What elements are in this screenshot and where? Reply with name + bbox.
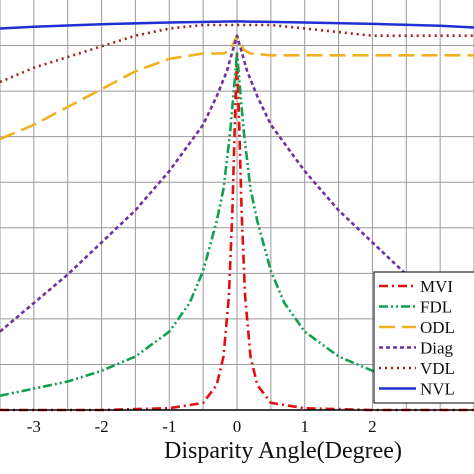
series-line-vdl <box>0 23 474 84</box>
legend-box <box>373 271 474 404</box>
legend-label-vdl: VDL <box>420 359 455 378</box>
legend-label-mvi: MVI <box>420 277 453 296</box>
x-tick-label: -1 <box>162 417 176 436</box>
legend-label-nvl: NVL <box>420 380 455 399</box>
x-tick-labels: -3 -2 -1 0 1 2 <box>27 417 377 436</box>
x-tick-label: 0 <box>233 417 242 436</box>
series-lines <box>0 20 474 412</box>
x-tick-label: -3 <box>27 417 41 436</box>
series-line-odl <box>0 34 474 141</box>
x-tick-label: 1 <box>300 417 309 436</box>
x-axis-title: Disparity Angle(Degree) <box>164 438 402 464</box>
legend-label-diag: Diag <box>420 339 454 358</box>
legend-label-fdl: FDL <box>420 298 452 317</box>
legend-label-odl: ODL <box>420 318 455 337</box>
series-line-fdl <box>0 52 474 397</box>
x-tick-label: -2 <box>94 417 108 436</box>
series-line-diag <box>0 34 474 333</box>
x-tick-label: 2 <box>368 417 377 436</box>
series-line-nvl <box>0 20 474 30</box>
